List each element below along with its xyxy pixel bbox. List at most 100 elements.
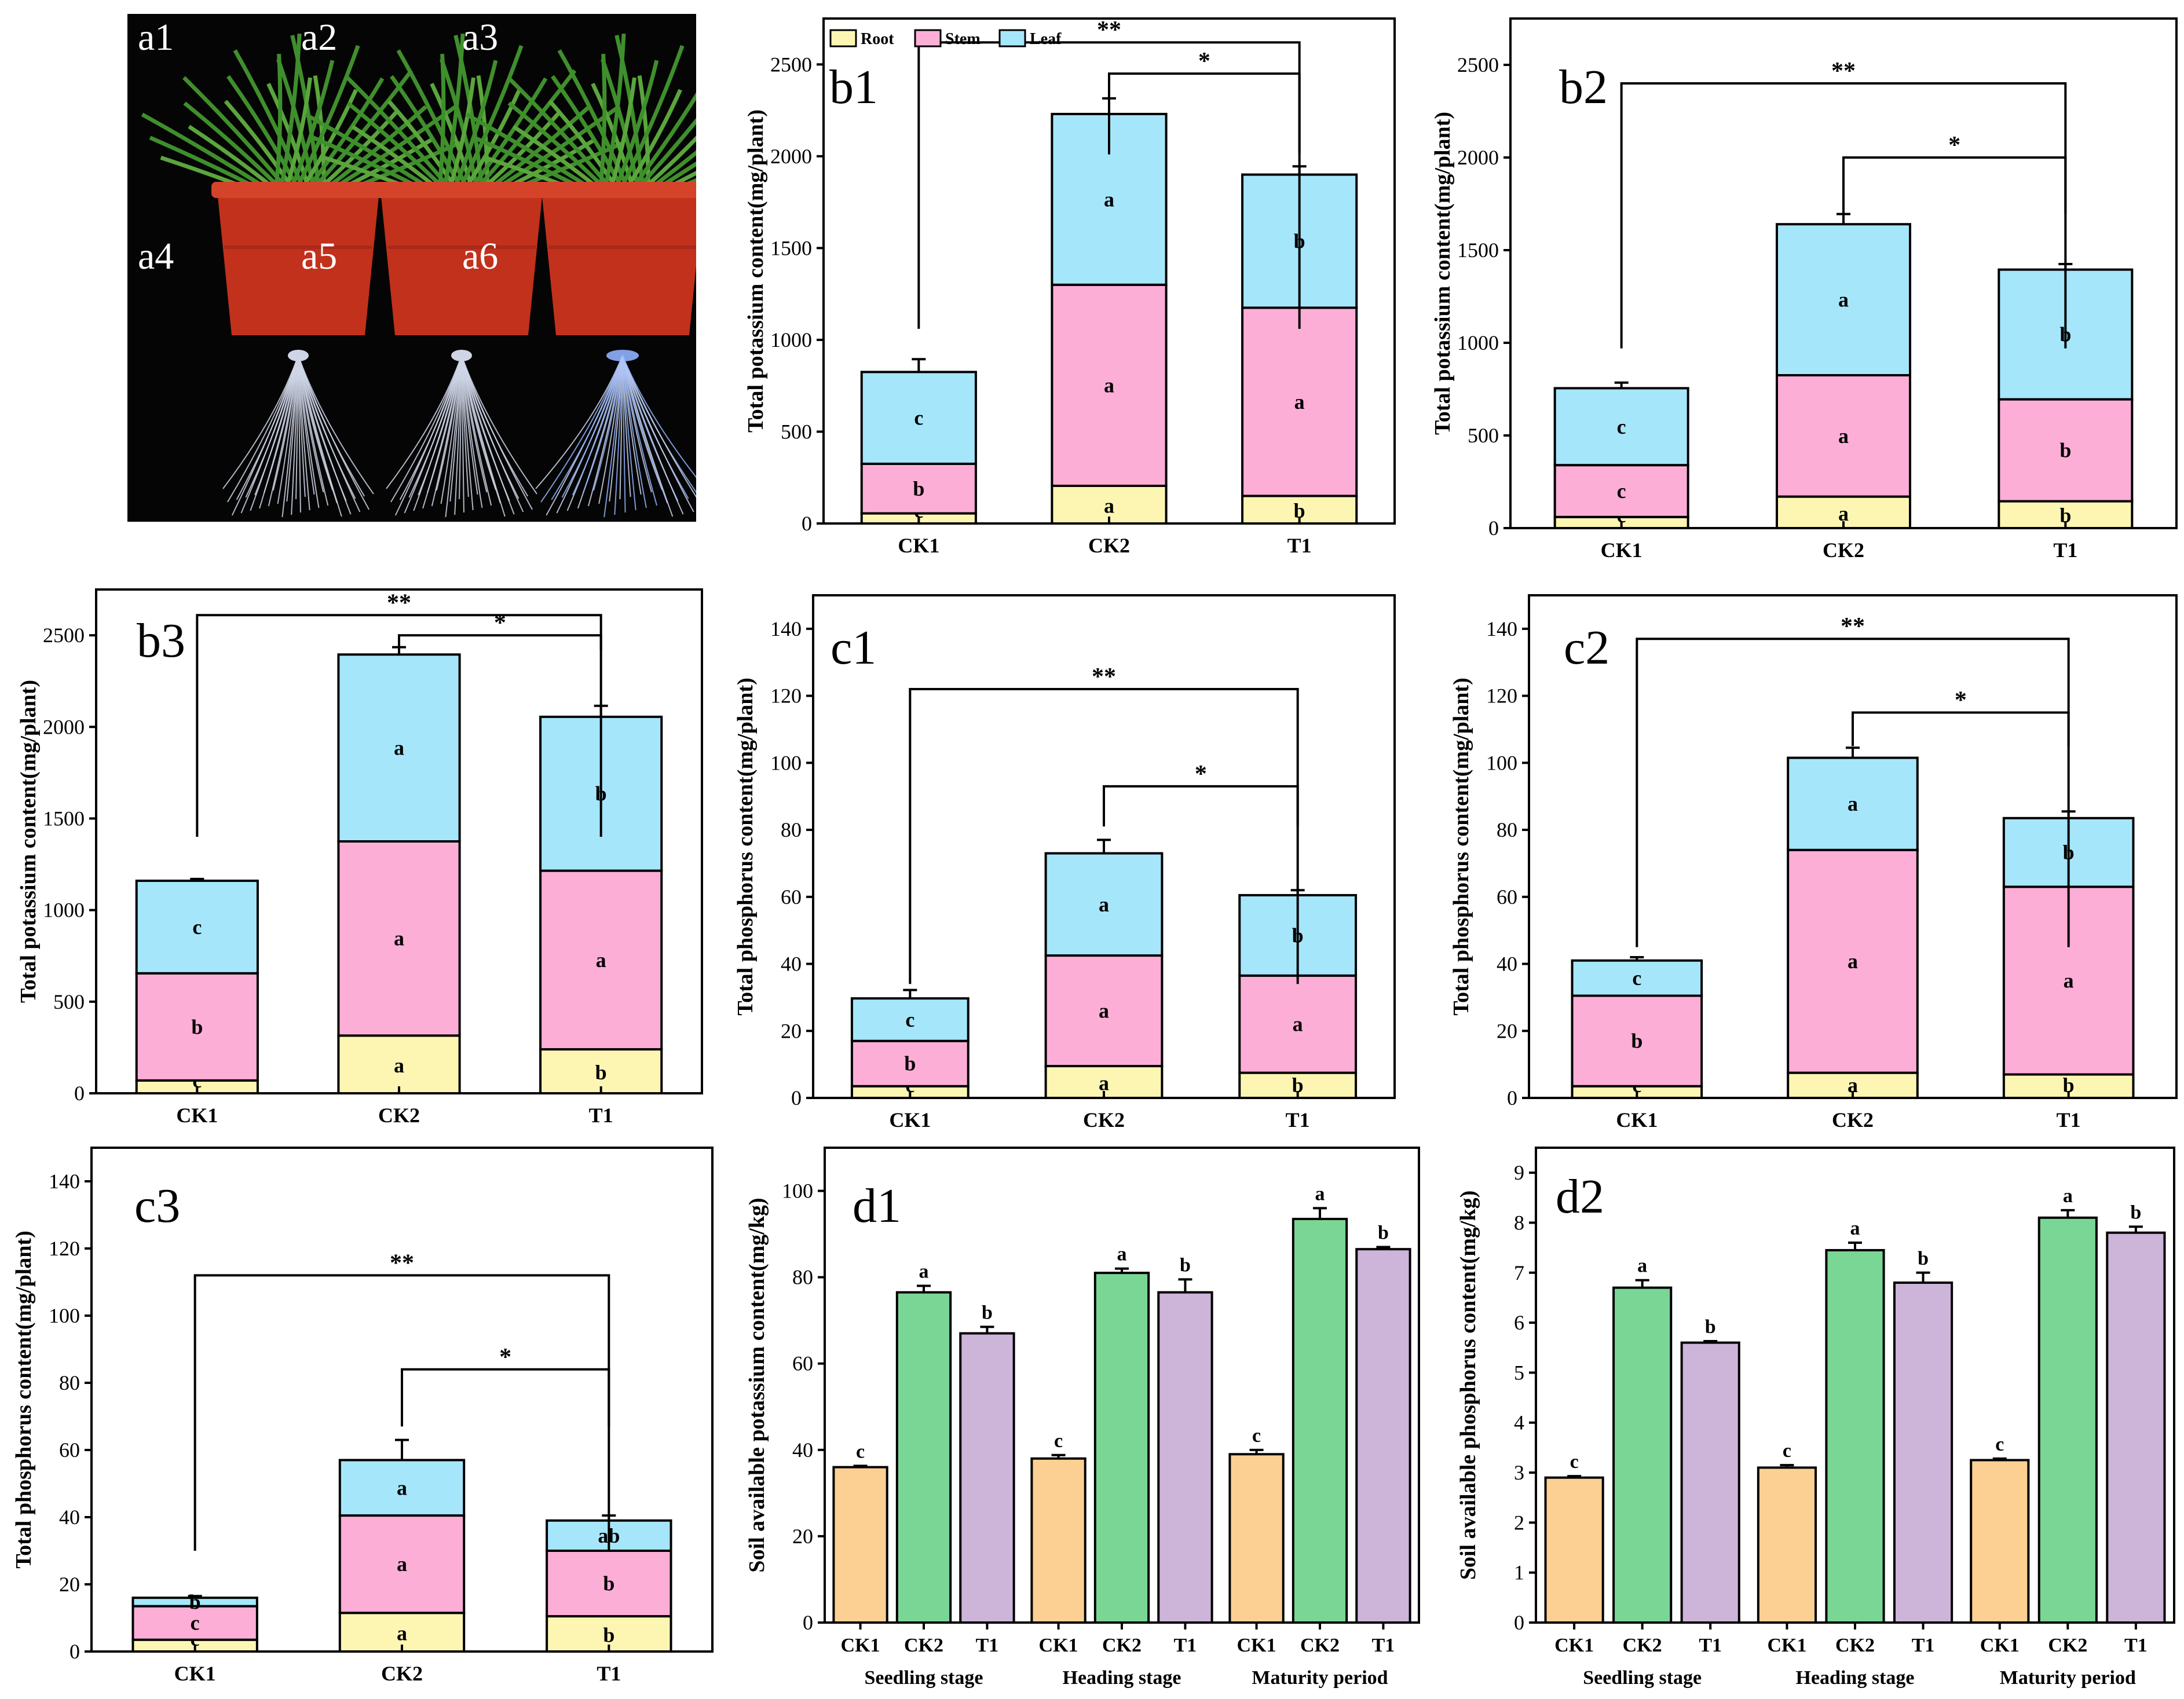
y-tick-label: 120 bbox=[770, 684, 802, 708]
photo-drawing: a1 a2 a3 a4 a5 a6 bbox=[138, 16, 696, 518]
x-tick-label: CK1 bbox=[1980, 1635, 2020, 1656]
bar-t1 bbox=[1680, 1341, 1740, 1624]
y-tick-label: 40 bbox=[59, 1506, 80, 1529]
pot-band bbox=[387, 246, 536, 249]
significance-letter: b bbox=[603, 1624, 614, 1647]
y-tick-label: 40 bbox=[781, 953, 802, 976]
legend-swatch bbox=[914, 29, 942, 47]
bar-segment-stem bbox=[1241, 306, 1358, 497]
y-tick-label: 100 bbox=[770, 751, 802, 774]
photo-label: a3 bbox=[462, 16, 498, 58]
y-tick-label: 20 bbox=[59, 1573, 80, 1596]
y-tick-label: 120 bbox=[1486, 684, 1517, 708]
significance-stars: ** bbox=[390, 1250, 414, 1276]
legend-swatch bbox=[829, 29, 857, 47]
significance-stars: * bbox=[1195, 761, 1207, 788]
photo-label: a5 bbox=[301, 235, 337, 277]
y-tick-label: 80 bbox=[59, 1371, 80, 1394]
x-tick-label: CK1 bbox=[889, 1108, 931, 1132]
group-label: Maturity period bbox=[2000, 1667, 2136, 1689]
bar-ck1 bbox=[1228, 1453, 1285, 1624]
y-tick-label: 0 bbox=[803, 1611, 813, 1634]
photo-label: a4 bbox=[138, 235, 174, 277]
significance-stars: * bbox=[1948, 132, 1960, 159]
y-tick-label: 1000 bbox=[770, 328, 812, 351]
bar-segment-root bbox=[539, 1048, 663, 1095]
bar-ck1 bbox=[1030, 1457, 1086, 1624]
significance-letter: a bbox=[2064, 969, 2074, 992]
bar-t1 bbox=[1893, 1281, 1953, 1624]
bar-segment-leaf bbox=[1571, 959, 1703, 997]
x-tick-label: CK2 bbox=[1083, 1108, 1125, 1132]
x-tick-label: T1 bbox=[2053, 539, 2077, 562]
x-tick-label: T1 bbox=[2124, 1635, 2148, 1656]
significance-stars: ** bbox=[387, 589, 411, 616]
y-tick-label: 100 bbox=[782, 1180, 813, 1203]
x-tick-label: T1 bbox=[1174, 1635, 1197, 1656]
legend-label: Stem bbox=[945, 30, 981, 48]
significance-stars: * bbox=[1198, 48, 1210, 75]
significance-letter: a bbox=[2063, 1185, 2073, 1207]
x-tick-label: T1 bbox=[1286, 1108, 1310, 1132]
bar-segment-stem bbox=[1553, 464, 1689, 518]
bar-segment-leaf bbox=[135, 880, 259, 975]
x-tick-label: CK2 bbox=[1832, 1108, 1874, 1132]
x-tick-label: CK1 bbox=[1616, 1108, 1658, 1132]
bar-segment-leaf bbox=[1044, 852, 1164, 957]
bar-ck1 bbox=[1970, 1459, 2030, 1624]
y-tick-label: 40 bbox=[1497, 953, 1517, 976]
y-axis-label: Total phosphorus content(mg/plant) bbox=[12, 1231, 36, 1569]
significance-letter: a bbox=[1104, 374, 1114, 397]
group-label: Seedling stage bbox=[865, 1667, 983, 1689]
leaf-blade bbox=[277, 33, 302, 200]
x-tick-label: CK1 bbox=[1237, 1635, 1276, 1656]
y-tick-label: 2 bbox=[1514, 1511, 1524, 1534]
significance-letter: a bbox=[1294, 390, 1305, 413]
y-axis-label: Total potassium content(mg/plant) bbox=[1431, 112, 1455, 435]
bar-ck2 bbox=[1292, 1218, 1348, 1624]
significance-stars: * bbox=[494, 610, 506, 636]
y-axis-label: Total phosphorus content(mg/plant) bbox=[1449, 678, 1473, 1016]
x-tick-label: CK2 bbox=[1623, 1635, 1662, 1656]
chart-d2: 0 1 2 3 4 5 6 7 8 9 Soil available phosphorus cont… bbox=[1456, 1147, 2175, 1689]
panel-label: b1 bbox=[829, 60, 878, 114]
bar-ck2 bbox=[2037, 1216, 2098, 1624]
x-tick-label: CK1 bbox=[1601, 539, 1642, 562]
significance-letter: b bbox=[603, 1572, 614, 1595]
group-label: Maturity period bbox=[1252, 1667, 1388, 1689]
bar-ck2 bbox=[895, 1291, 952, 1624]
significance-letter: a bbox=[397, 1552, 407, 1576]
significance-stars: ** bbox=[1831, 58, 1856, 85]
pot-rim bbox=[375, 182, 548, 198]
significance-letter: c bbox=[1252, 1425, 1261, 1447]
significance-letter: a bbox=[1838, 502, 1849, 525]
significance-letter: a bbox=[397, 1476, 407, 1499]
panel-label: d2 bbox=[1556, 1170, 1604, 1224]
leaf-blade bbox=[440, 33, 465, 200]
chart-d1: 0 20 40 60 80 100 Soil available potassium con… bbox=[745, 1147, 1420, 1689]
x-tick-label: CK2 bbox=[1300, 1635, 1340, 1656]
root-system bbox=[535, 350, 696, 518]
y-axis-label: Soil available phosphorus content(mg/kg) bbox=[1456, 1191, 1480, 1580]
significance-bracket bbox=[1108, 72, 1301, 155]
panel-label: d1 bbox=[853, 1179, 901, 1233]
significance-letter: b bbox=[1378, 1222, 1389, 1243]
photo-label: a2 bbox=[301, 16, 337, 58]
y-tick-label: 1000 bbox=[1457, 331, 1499, 354]
significance-letter: a bbox=[394, 737, 404, 760]
y-axis-label: Total phosphorus content(mg/plant) bbox=[733, 678, 758, 1016]
significance-letter: c bbox=[914, 407, 923, 430]
y-tick-label: 1500 bbox=[770, 236, 812, 259]
bar-t1 bbox=[959, 1332, 1015, 1624]
significance-bracket bbox=[917, 41, 1301, 329]
panel-label: b3 bbox=[137, 614, 185, 668]
y-tick-label: 3 bbox=[1514, 1461, 1524, 1484]
leaf-blade bbox=[289, 45, 360, 200]
bar-t1 bbox=[1157, 1291, 1213, 1624]
bar-segment-root bbox=[337, 1034, 461, 1095]
plant-pot bbox=[465, 33, 696, 335]
panel-label: c2 bbox=[1564, 621, 1609, 675]
y-tick-label: 100 bbox=[1486, 751, 1517, 774]
y-tick-label: 2500 bbox=[770, 53, 812, 76]
significance-letter: a bbox=[919, 1261, 929, 1283]
